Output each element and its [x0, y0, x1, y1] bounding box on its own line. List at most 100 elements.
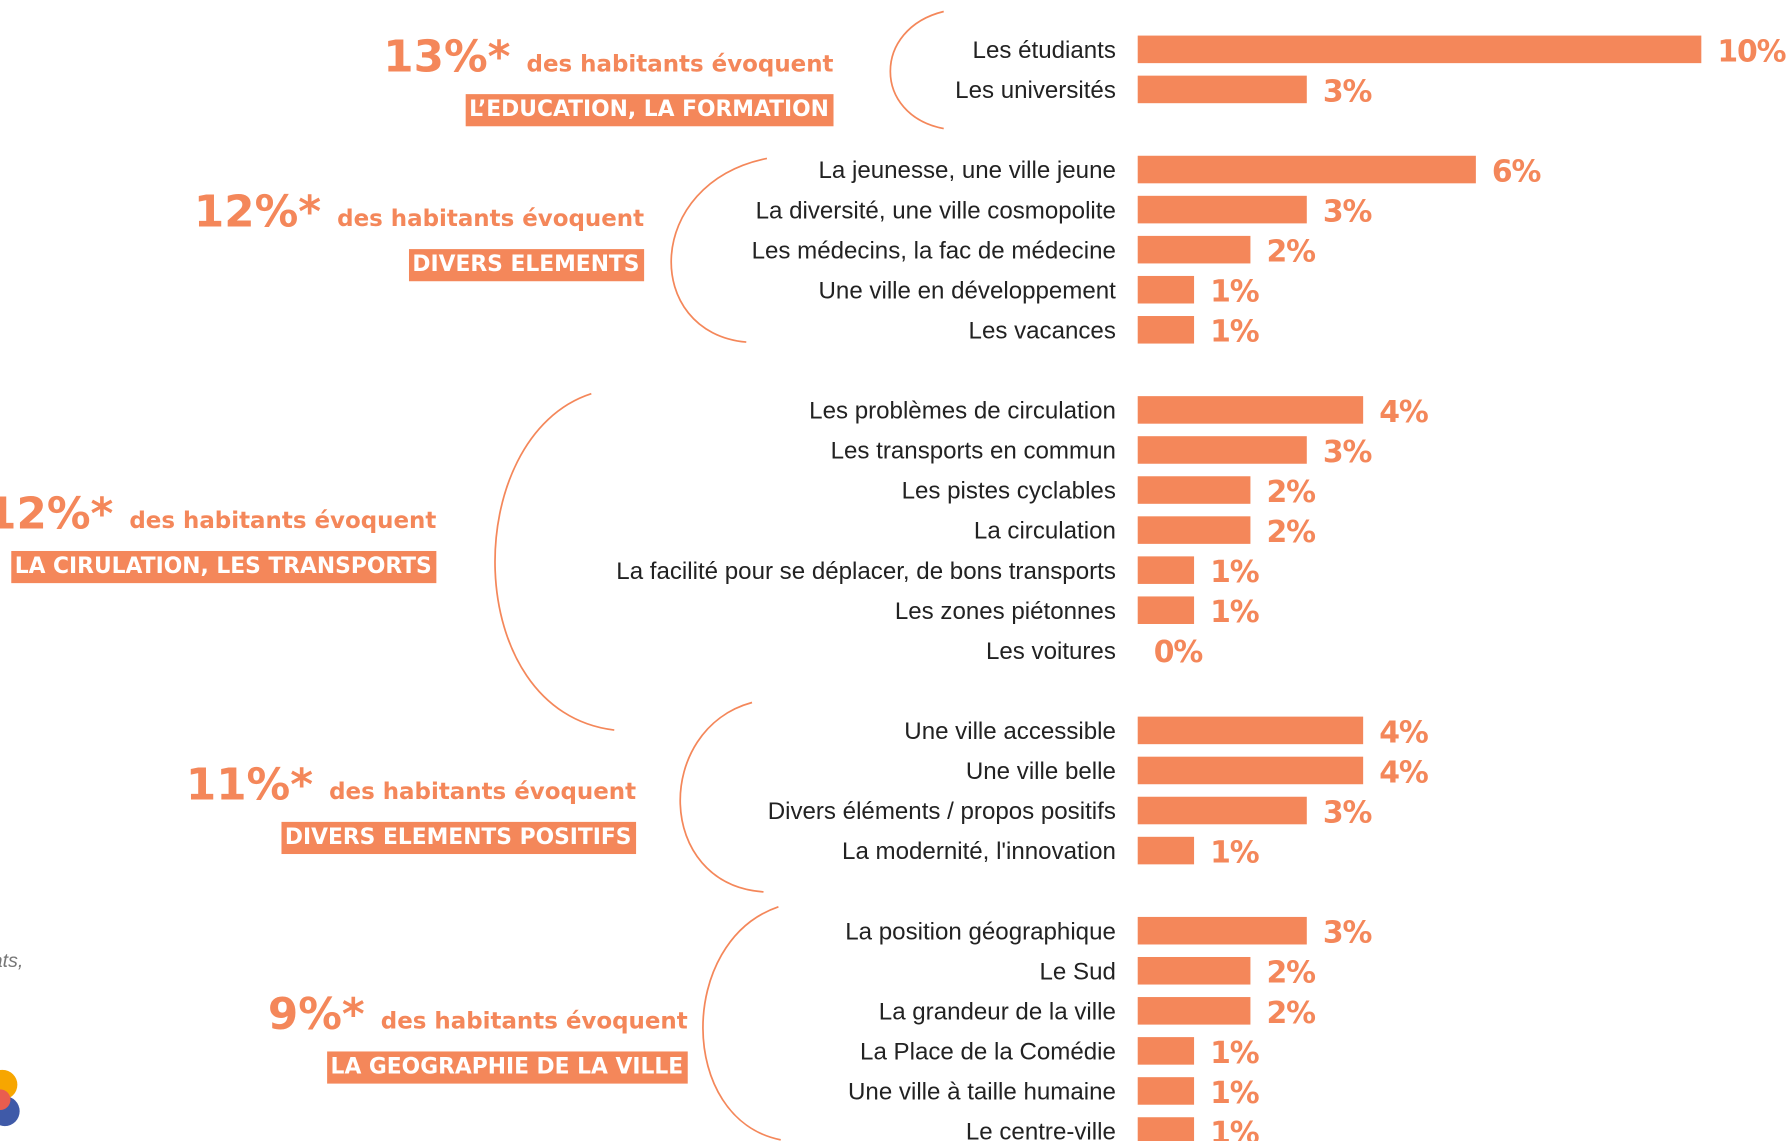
value-label: 4% — [1379, 755, 1428, 790]
side-note: tats, — [0, 950, 23, 972]
category-label: Une ville en développement — [819, 277, 1117, 304]
bar — [1137, 316, 1195, 344]
group-total: 12%* — [0, 490, 113, 540]
bar — [1137, 396, 1364, 424]
category-label: Les étudiants — [973, 37, 1116, 64]
value-label: 3% — [1323, 916, 1372, 951]
theme-box — [11, 550, 437, 584]
bracket — [702, 906, 781, 1141]
value-label: 2% — [1266, 515, 1315, 550]
category-label: Les pistes cyclables — [902, 478, 1116, 505]
category-label: Le centre-ville — [966, 1119, 1116, 1141]
bar — [1137, 1037, 1195, 1065]
category-label: Une ville belle — [966, 758, 1116, 785]
value-label: 1% — [1210, 315, 1259, 350]
bar — [1137, 75, 1307, 104]
bar — [1137, 35, 1702, 64]
bar — [1137, 716, 1364, 745]
category-label: Les vacances — [969, 317, 1116, 344]
category-label: La modernité, l'innovation — [842, 838, 1116, 865]
bracket — [494, 392, 615, 731]
theme-box — [465, 94, 834, 127]
bar — [1137, 596, 1195, 624]
theme-box — [408, 249, 645, 282]
value-label: 1% — [1210, 1116, 1259, 1141]
category-label: Une ville accessible — [904, 718, 1116, 745]
group-theme: LA GEOGRAPHIE DE LA VILLE — [331, 1055, 684, 1080]
value-label: 2% — [1266, 956, 1315, 991]
category-label: Les universités — [955, 77, 1116, 104]
category-label: La position géographique — [845, 918, 1116, 945]
group-total: 9%* — [268, 990, 365, 1040]
group-total: 13%* — [383, 33, 510, 83]
value-label: 1% — [1210, 1076, 1259, 1111]
category-label: La facilité pour se déplacer, de bons tr… — [616, 558, 1116, 585]
value-label: 4% — [1379, 395, 1428, 430]
value-label: 4% — [1379, 715, 1428, 750]
group-intro: des habitants évoquent — [381, 1008, 688, 1034]
bracket — [889, 10, 944, 130]
bar — [1137, 436, 1307, 464]
bar — [1137, 556, 1195, 584]
value-label: 1% — [1210, 555, 1259, 590]
bar — [1137, 956, 1251, 985]
value-label: 3% — [1323, 195, 1372, 230]
group-theme: LA CIRULATION, LES TRANSPORTS — [15, 554, 432, 579]
group-intro: des habitants évoquent — [527, 51, 834, 77]
bar — [1137, 796, 1307, 825]
category-label: Les médecins, la fac de médecine — [752, 237, 1116, 264]
category-label: La jeunesse, une ville jeune — [819, 157, 1116, 184]
theme-box — [327, 1051, 688, 1084]
value-label: 2% — [1266, 996, 1315, 1031]
value-label: 3% — [1323, 435, 1372, 470]
bar — [1137, 155, 1476, 184]
bar — [1137, 997, 1251, 1025]
value-label: 1% — [1210, 836, 1259, 871]
category-label: Le Sud — [1040, 958, 1116, 985]
category-label: La Place de la Comédie — [860, 1039, 1116, 1066]
bar — [1137, 836, 1195, 865]
bar — [1137, 235, 1251, 264]
category-label: La grandeur de la ville — [879, 998, 1116, 1025]
value-label: 3% — [1323, 74, 1372, 109]
value-label: 10% — [1717, 34, 1785, 69]
bar — [1137, 476, 1251, 504]
category-label: La circulation — [974, 518, 1116, 545]
theme-box — [281, 821, 637, 855]
value-label: 1% — [1210, 595, 1259, 630]
bar — [1137, 275, 1195, 304]
category-label: Les problèmes de circulation — [809, 398, 1116, 425]
category-label: La diversité, une ville cosmopolite — [756, 197, 1116, 224]
group-header: 9%* des habitants évoquent — [268, 990, 688, 1040]
value-label: 2% — [1266, 475, 1315, 510]
category-label: Les voitures — [986, 638, 1116, 665]
group-total: 12%* — [194, 188, 321, 238]
bar — [1137, 1117, 1195, 1141]
group-header: 12%* des habitants évoquent — [194, 188, 644, 238]
bracket — [670, 157, 768, 343]
bar — [1137, 516, 1251, 544]
category-label: Une ville à taille humaine — [848, 1079, 1116, 1106]
group-theme: DIVERS ELEMENTS — [412, 252, 639, 277]
value-label: 6% — [1492, 154, 1541, 189]
group-header: 12%* des habitants évoquent — [0, 490, 436, 540]
group-theme: DIVERS ELEMENTS POSITIFS — [285, 825, 632, 850]
category-label: Les zones piétonnes — [895, 598, 1116, 625]
category-label: Divers éléments / propos positifs — [768, 798, 1116, 825]
value-label: 2% — [1266, 235, 1315, 270]
bar — [1137, 756, 1364, 785]
logo-part — [0, 1089, 11, 1111]
value-label: 1% — [1210, 275, 1259, 310]
bracket — [679, 701, 764, 893]
value-label: 3% — [1323, 795, 1372, 830]
category-label: Les transports en commun — [831, 438, 1116, 465]
group-intro: des habitants évoquent — [329, 779, 636, 805]
group-header: 13%* des habitants évoquent — [383, 33, 833, 83]
group-intro: des habitants évoquent — [337, 206, 644, 232]
group-theme: L’EDUCATION, LA FORMATION — [469, 97, 829, 122]
group-total: 11%* — [186, 760, 313, 810]
bar — [1137, 916, 1307, 945]
group-header: 11%* des habitants évoquent — [186, 760, 636, 810]
value-label: 1% — [1210, 1036, 1259, 1071]
